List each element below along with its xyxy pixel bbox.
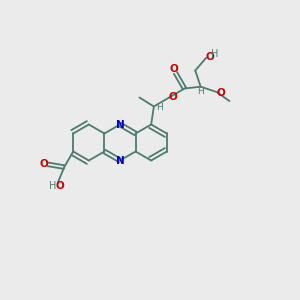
Text: O: O <box>216 88 225 98</box>
Text: H: H <box>211 49 218 59</box>
Text: H: H <box>197 87 203 96</box>
Text: O: O <box>169 64 178 74</box>
Text: O: O <box>169 92 178 102</box>
Text: O: O <box>39 159 48 170</box>
Text: O: O <box>206 52 214 62</box>
Text: N: N <box>116 119 124 130</box>
Text: H: H <box>49 181 56 191</box>
Text: N: N <box>116 155 124 166</box>
Text: O: O <box>55 181 64 191</box>
Text: H: H <box>156 103 163 112</box>
